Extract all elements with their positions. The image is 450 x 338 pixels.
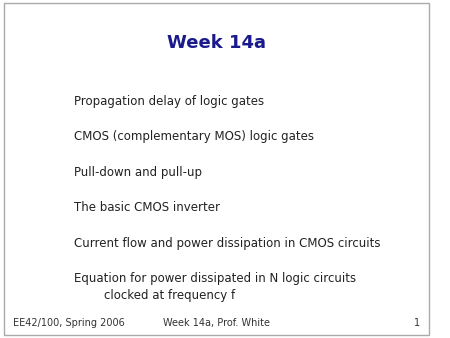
Text: Week 14a, Prof. White: Week 14a, Prof. White [163,318,270,328]
Text: The basic CMOS inverter: The basic CMOS inverter [74,201,220,214]
Text: EE42/100, Spring 2006: EE42/100, Spring 2006 [13,318,125,328]
Text: Week 14a: Week 14a [167,34,266,52]
Text: Pull-down and pull-up: Pull-down and pull-up [74,166,202,178]
Text: CMOS (complementary MOS) logic gates: CMOS (complementary MOS) logic gates [74,130,314,143]
Text: 1: 1 [414,318,420,328]
Text: Equation for power dissipated in N logic circuits
        clocked at frequency f: Equation for power dissipated in N logic… [74,272,356,302]
Text: Propagation delay of logic gates: Propagation delay of logic gates [74,95,264,107]
Text: Current flow and power dissipation in CMOS circuits: Current flow and power dissipation in CM… [74,237,380,249]
